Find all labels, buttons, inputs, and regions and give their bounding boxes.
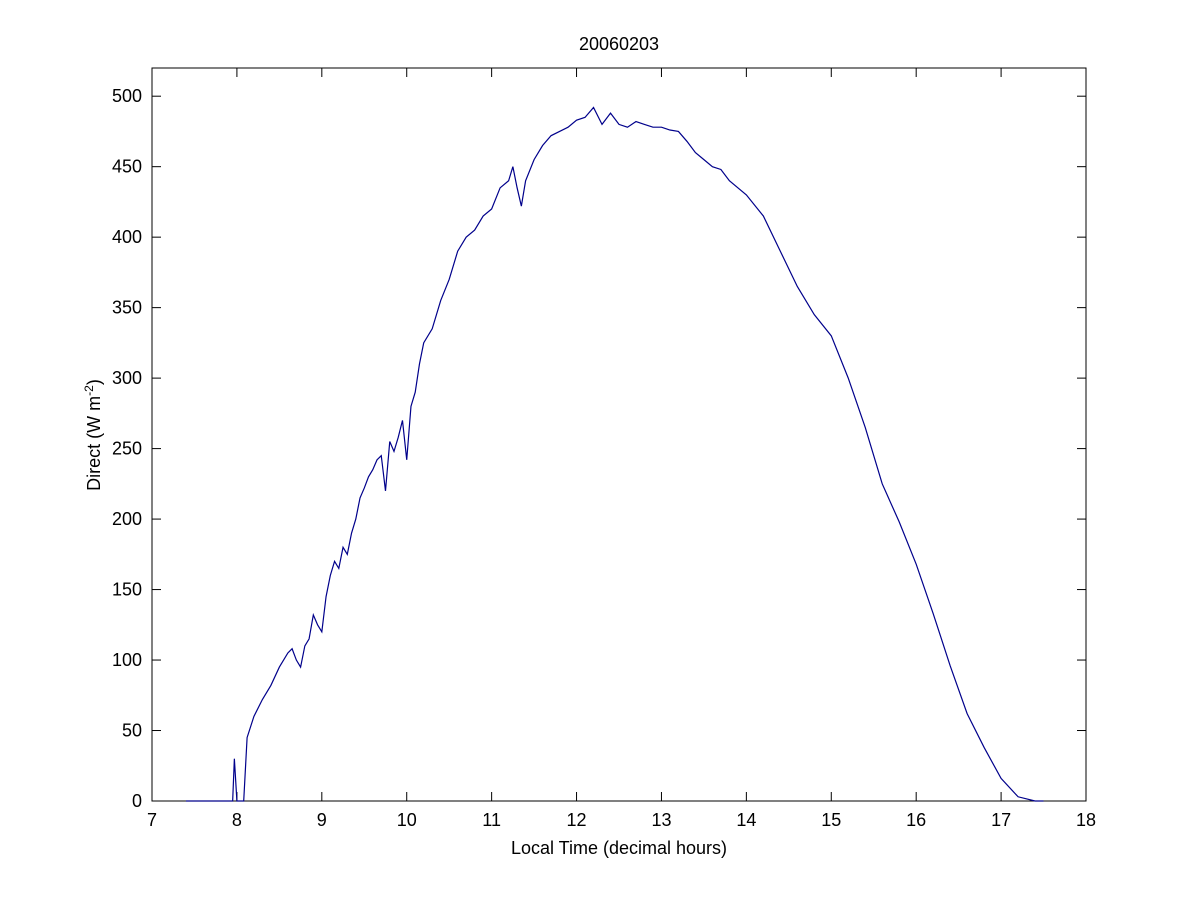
y-tick-label: 350 bbox=[112, 298, 142, 318]
x-tick-label: 8 bbox=[232, 810, 242, 830]
x-tick-label: 11 bbox=[482, 810, 501, 830]
x-tick-label: 17 bbox=[991, 810, 1011, 830]
y-tick-label: 500 bbox=[112, 86, 142, 106]
data-line bbox=[185, 106, 1044, 802]
plot-frame bbox=[151, 67, 1087, 802]
y-tick-label: 400 bbox=[112, 227, 142, 247]
y-tick-label: 200 bbox=[112, 509, 142, 529]
y-tick-label: 50 bbox=[122, 721, 142, 741]
y-axis-label-main: Direct (W m bbox=[84, 396, 104, 491]
x-tick-label: 18 bbox=[1076, 810, 1096, 830]
x-tick-label: 15 bbox=[821, 810, 841, 830]
y-tick-label: 150 bbox=[112, 580, 142, 600]
y-axis-label-end: ) bbox=[84, 379, 104, 385]
y-tick-label: 450 bbox=[112, 157, 142, 177]
x-tick-label: 16 bbox=[906, 810, 926, 830]
x-tick-label: 12 bbox=[567, 810, 587, 830]
y-tick-label: 0 bbox=[132, 791, 142, 811]
chart-title: 20060203 bbox=[579, 34, 659, 54]
y-tick-label: 250 bbox=[112, 439, 142, 459]
x-axis-label: Local Time (decimal hours) bbox=[511, 838, 727, 858]
y-axis-label-sup: -2 bbox=[82, 385, 96, 396]
x-tick-label: 9 bbox=[317, 810, 327, 830]
y-tick-label: 100 bbox=[112, 650, 142, 670]
y-axis-label: Direct (W m-2) bbox=[82, 379, 104, 491]
x-tick-label: 10 bbox=[397, 810, 417, 830]
x-tick-label: 14 bbox=[736, 810, 756, 830]
x-tick-label: 13 bbox=[651, 810, 671, 830]
x-tick-label: 7 bbox=[147, 810, 157, 830]
y-tick-label: 300 bbox=[112, 368, 142, 388]
